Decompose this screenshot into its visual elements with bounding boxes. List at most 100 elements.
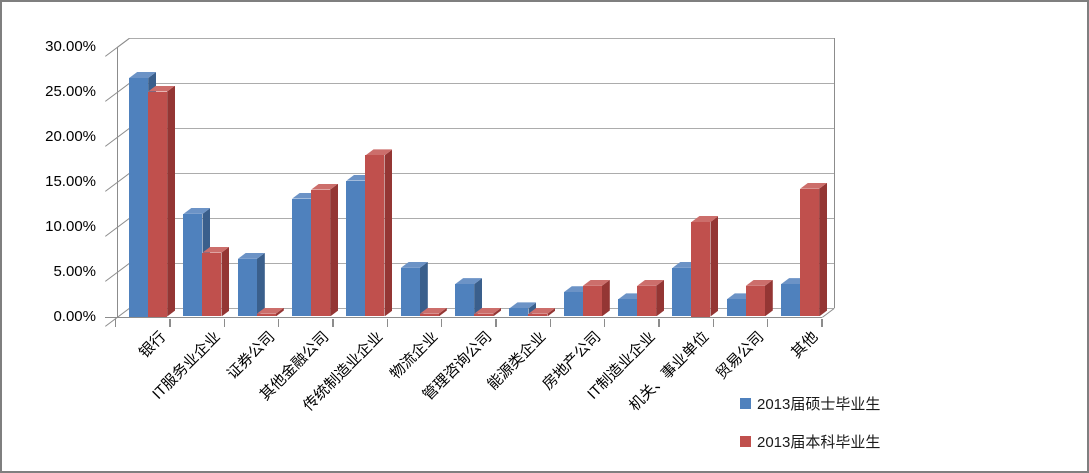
bar-top-face <box>292 193 319 199</box>
gridline <box>129 37 834 39</box>
x-axis-category-label: 贸易公司 <box>712 328 768 383</box>
bar <box>745 285 765 317</box>
x-axis-tick <box>658 319 660 327</box>
bar-top-face <box>637 280 664 286</box>
bar-top-face <box>346 175 373 181</box>
bar-top-face <box>583 280 610 286</box>
bar <box>183 213 203 317</box>
bar <box>455 284 475 317</box>
bar <box>148 91 168 317</box>
x-axis-tick <box>549 319 552 327</box>
y-axis-tick-label: 20.00% <box>45 128 96 145</box>
bar <box>618 299 638 317</box>
bar-side-face <box>221 247 229 317</box>
legend-item-masters: 2013届硕士毕业生 <box>740 392 880 414</box>
y-axis-tick-label: 10.00% <box>45 218 96 235</box>
bar-top-face <box>727 293 754 299</box>
bar-top-face <box>691 216 718 222</box>
bar-side-face <box>765 280 773 317</box>
legend-label-bachelors: 2013届本科毕业生 <box>757 433 881 451</box>
bar-top-face <box>509 302 536 308</box>
y-axis-tick-label: 15.00% <box>45 173 96 190</box>
bar <box>256 313 276 317</box>
gridline <box>129 262 834 264</box>
bar-side-face <box>330 184 338 317</box>
legend-label-masters: 2013届硕士毕业生 <box>757 395 881 413</box>
bar-top-face <box>148 86 175 92</box>
bar <box>129 78 149 317</box>
bar-side-face <box>439 308 447 317</box>
x-axis-tick <box>603 319 606 327</box>
bar <box>474 313 494 317</box>
series-2-color-swatch-icon <box>740 435 751 447</box>
bar-top-face <box>202 247 229 253</box>
bar-top-face <box>238 253 265 259</box>
bar <box>292 198 312 317</box>
bar <box>563 292 583 317</box>
legend-item-bachelors: 2013届本科毕业生 <box>740 430 880 452</box>
bar <box>311 189 331 317</box>
x-axis-tick <box>277 319 280 327</box>
bar <box>509 308 529 317</box>
bar <box>800 188 820 317</box>
bar-top-face <box>311 184 338 190</box>
x-axis-tick <box>332 319 334 327</box>
y-axis-tick-label: 25.00% <box>45 83 96 100</box>
bar-top-face <box>401 262 428 268</box>
x-axis-tick <box>223 319 226 327</box>
bar-top-face <box>781 278 808 284</box>
bar <box>365 155 385 317</box>
bar <box>726 299 746 317</box>
y-axis-tick-label: 30.00% <box>45 38 96 55</box>
bar-side-face <box>493 308 501 317</box>
bar-top-face <box>564 286 591 292</box>
bar-top-face <box>455 278 482 284</box>
series-1-color-swatch-icon <box>740 397 751 409</box>
x-axis-category-label: 物流企业 <box>386 328 442 383</box>
x-axis-tick <box>495 319 497 327</box>
bar-top-face <box>528 308 555 314</box>
x-axis-category-label: 能源类企业 <box>484 328 550 394</box>
bar-top-face <box>618 293 645 299</box>
bar-side-face <box>257 253 265 317</box>
bar-side-face <box>547 308 555 317</box>
chart-legend: 2013届硕士毕业生 2013届本科毕业生 <box>740 392 880 468</box>
bar-top-face <box>800 183 827 189</box>
bar-side-face <box>528 302 536 316</box>
bar-side-face <box>602 280 610 317</box>
bar <box>400 267 420 317</box>
gridline <box>129 82 834 84</box>
plot-top-left-edge <box>117 37 130 48</box>
x-axis-category-label: 证券公司 <box>223 328 279 383</box>
y-axis-tick-label: 0.00% <box>53 308 96 325</box>
bar <box>202 252 222 317</box>
y-axis-line <box>117 46 119 317</box>
bar-side-face <box>420 262 428 317</box>
gridline <box>129 217 834 219</box>
x-axis-tick <box>169 319 171 327</box>
bar <box>691 222 711 317</box>
bar <box>781 284 801 317</box>
y-axis-tick-label: 5.00% <box>53 263 96 280</box>
bar-side-face <box>656 280 664 317</box>
bar <box>237 258 257 317</box>
bar-side-face <box>276 308 284 317</box>
bar <box>346 180 366 317</box>
x-axis-tick <box>115 319 117 327</box>
bar <box>528 313 548 317</box>
bar <box>637 285 657 317</box>
bar <box>672 267 692 317</box>
bar <box>419 313 439 317</box>
back-wall-right-edge <box>834 37 836 308</box>
bar <box>582 285 602 317</box>
x-axis-tick <box>821 319 823 327</box>
bar-side-face <box>384 149 392 316</box>
x-axis-category-label: 银行 <box>136 328 170 362</box>
x-axis-tick <box>766 319 769 327</box>
bar-top-face <box>420 308 447 314</box>
x-axis-tick <box>712 319 715 327</box>
gridline <box>129 127 834 129</box>
bar-top-face <box>746 280 773 286</box>
